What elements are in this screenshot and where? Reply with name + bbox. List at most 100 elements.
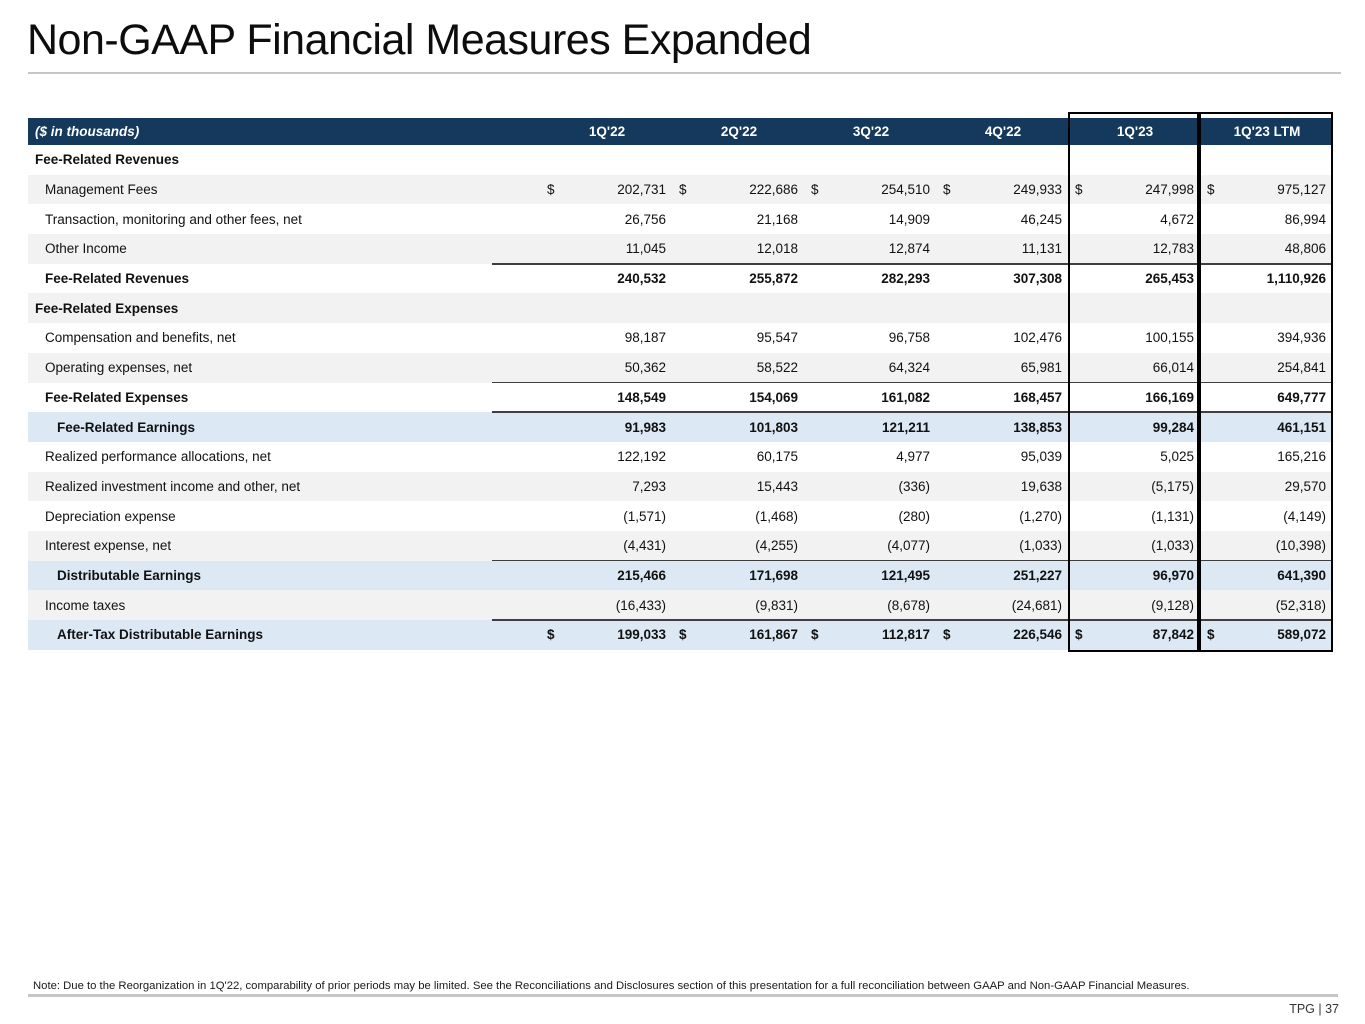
cell-value: 199,033 bbox=[617, 627, 666, 643]
cell-value: 58,522 bbox=[756, 360, 798, 376]
cell-value: 50,362 bbox=[624, 360, 666, 376]
cell-value: (1,131) bbox=[1151, 508, 1194, 524]
table-cell: 4,977 bbox=[805, 449, 937, 464]
table-cell: $199,033 bbox=[541, 627, 673, 642]
table-cell: (8,678) bbox=[805, 598, 937, 613]
cell-value: 5,025 bbox=[1160, 449, 1194, 465]
table-cell: 91,983 bbox=[541, 420, 673, 435]
table-cell: 307,308 bbox=[937, 271, 1069, 286]
table-cell: 14,909 bbox=[805, 212, 937, 227]
cell-value: 60,175 bbox=[756, 449, 798, 465]
table-cell: 251,227 bbox=[937, 568, 1069, 583]
table-cell: (336) bbox=[805, 479, 937, 494]
cell-value: 122,192 bbox=[617, 449, 666, 465]
table-cell: 121,495 bbox=[805, 568, 937, 583]
table-cell: 649,777 bbox=[1201, 390, 1333, 405]
table-cell: 58,522 bbox=[673, 360, 805, 375]
cell-value: 96,970 bbox=[1152, 567, 1194, 583]
table-cell: 148,549 bbox=[541, 390, 673, 405]
cell-value: 95,039 bbox=[1020, 449, 1062, 465]
table-row: Other Income 11,045 12,018 12,874 11,131 12,7… bbox=[28, 234, 1333, 264]
table-row: Realized performance allocations, net 122… bbox=[28, 441, 1333, 472]
table-cell: 65,981 bbox=[937, 360, 1069, 375]
table-cell: $161,867 bbox=[673, 627, 805, 642]
table-header-row: ($ in thousands) 1Q'22 2Q'22 3Q'22 4Q'22 1Q'… bbox=[28, 118, 1333, 145]
cell-value: 254,510 bbox=[881, 182, 930, 198]
cell-value: 1,110,926 bbox=[1266, 271, 1326, 287]
table-cell: 11,045 bbox=[541, 241, 673, 256]
cell-value: 95,547 bbox=[756, 330, 798, 346]
row-label: Distributable Earnings bbox=[57, 567, 202, 583]
cell-value: 12,018 bbox=[756, 241, 798, 257]
table-cell: 102,476 bbox=[937, 330, 1069, 345]
cell-value: 7,293 bbox=[632, 478, 666, 494]
cell-value: 12,783 bbox=[1152, 241, 1194, 257]
table-cell: 255,872 bbox=[673, 271, 805, 286]
row-label: Fee-Related Expenses bbox=[45, 389, 189, 405]
table-cell: 26,756 bbox=[541, 212, 673, 227]
table-cell: $975,127 bbox=[1201, 182, 1333, 197]
cell-value: 12,874 bbox=[888, 241, 930, 257]
row-label: Operating expenses, net bbox=[45, 360, 193, 376]
cell-value: 29,570 bbox=[1284, 478, 1326, 494]
table-cell: $222,686 bbox=[673, 182, 805, 197]
table-cell: 1,110,926 bbox=[1201, 271, 1333, 286]
row-label: After-Tax Distributable Earnings bbox=[57, 627, 264, 643]
column-header-4q-22: 4Q'22 bbox=[984, 124, 1022, 139]
table-cell: 19,638 bbox=[937, 479, 1069, 494]
table-body: Fee-Related Revenues Management Fees $202,… bbox=[28, 145, 1333, 650]
table-cell: 122,192 bbox=[541, 449, 673, 464]
table-cell: $112,817 bbox=[805, 627, 937, 642]
cell-value: 86,994 bbox=[1284, 211, 1326, 227]
row-label: Realized investment income and other, ne… bbox=[45, 478, 301, 494]
table-cell: $247,998 bbox=[1069, 182, 1201, 197]
table-cell: $254,510 bbox=[805, 182, 937, 197]
cell-value: 215,466 bbox=[617, 567, 666, 583]
cell-value: 48,806 bbox=[1284, 241, 1326, 257]
table-cell: 96,758 bbox=[805, 330, 937, 345]
cell-value: 171,698 bbox=[749, 567, 798, 583]
cell-value: 166,169 bbox=[1145, 389, 1194, 405]
table-cell: (1,571) bbox=[541, 509, 673, 524]
table-cell: $87,842 bbox=[1069, 627, 1201, 642]
cell-value: 161,867 bbox=[749, 627, 798, 643]
table-cell: 95,039 bbox=[937, 449, 1069, 464]
cell-value: 641,390 bbox=[1277, 567, 1326, 583]
table-cell: 7,293 bbox=[541, 479, 673, 494]
table-cell: 46,245 bbox=[937, 212, 1069, 227]
cell-value: (8,678) bbox=[887, 597, 930, 613]
cell-value: 265,453 bbox=[1145, 271, 1194, 287]
table-cell: 12,783 bbox=[1069, 241, 1201, 256]
table-cell: 48,806 bbox=[1201, 241, 1333, 256]
page-title: Non-GAAP Financial Measures Expanded bbox=[27, 16, 812, 64]
table-cell: (1,033) bbox=[937, 538, 1069, 553]
row-label: Compensation and benefits, net bbox=[45, 330, 236, 346]
table-cell: 11,131 bbox=[937, 241, 1069, 256]
table-row: Income taxes (16,433) (9,831) (8,678) (24,68… bbox=[28, 590, 1333, 620]
table-cell: 641,390 bbox=[1201, 568, 1333, 583]
table-cell: 166,169 bbox=[1069, 390, 1201, 405]
table-cell: $226,546 bbox=[937, 627, 1069, 642]
row-label: Fee-Related Revenues bbox=[45, 271, 190, 287]
table-cell: 461,151 bbox=[1201, 420, 1333, 435]
table-cell: 161,082 bbox=[805, 390, 937, 405]
table-cell: 95,547 bbox=[673, 330, 805, 345]
table-cell: 254,841 bbox=[1201, 360, 1333, 375]
column-header-2q-22: 2Q'22 bbox=[720, 124, 758, 139]
table-cell: (4,149) bbox=[1201, 509, 1333, 524]
table-row: Operating expenses, net 50,362 58,522 64,32… bbox=[28, 352, 1333, 383]
table-row: After-Tax Distributable Earnings $199,033… bbox=[28, 619, 1333, 650]
page-number: TPG | 37 bbox=[1289, 1002, 1339, 1016]
table-cell: (10,398) bbox=[1201, 538, 1333, 553]
dollar-sign: $ bbox=[943, 182, 951, 198]
cell-value: 112,817 bbox=[881, 627, 930, 643]
table-cell: (24,681) bbox=[937, 598, 1069, 613]
cell-value: 154,069 bbox=[749, 389, 798, 405]
cell-value: 64,324 bbox=[888, 360, 930, 376]
cell-value: 589,072 bbox=[1277, 627, 1326, 643]
table-cell: 96,970 bbox=[1069, 568, 1201, 583]
cell-value: 4,672 bbox=[1160, 211, 1194, 227]
cell-value: 202,731 bbox=[617, 182, 666, 198]
table-cell: 168,457 bbox=[937, 390, 1069, 405]
column-header-3q-22: 3Q'22 bbox=[852, 124, 890, 139]
